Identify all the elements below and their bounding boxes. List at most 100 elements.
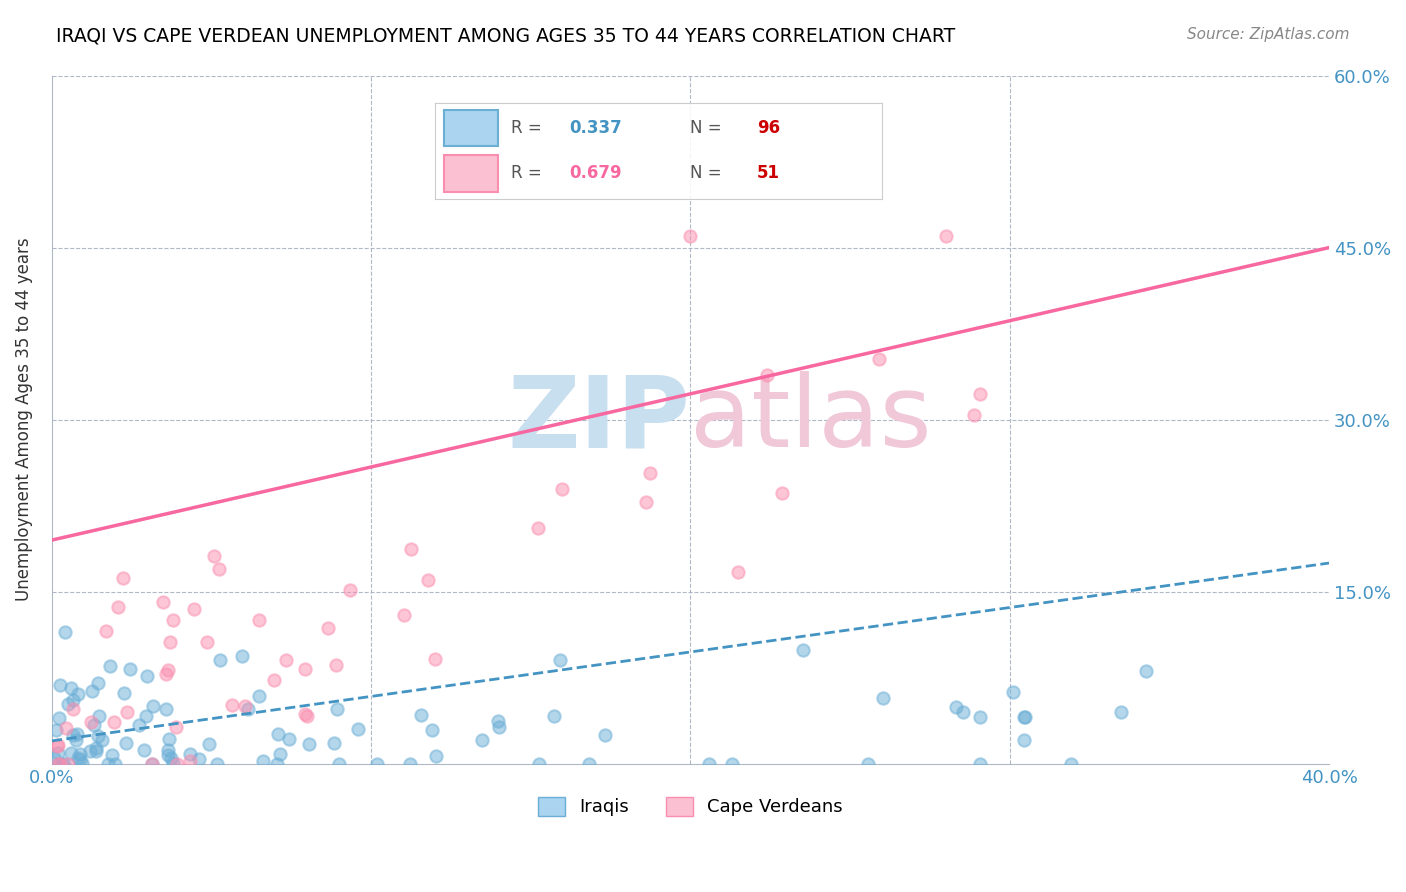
Iraqis — [1012, 733, 1035, 747]
Iraqis — [548, 653, 571, 667]
Cape Verdeans — [969, 387, 991, 401]
Iraqis — [84, 740, 107, 755]
Iraqis — [112, 686, 135, 700]
Iraqis — [267, 727, 290, 741]
Cape Verdeans — [46, 756, 69, 771]
Iraqis — [69, 753, 91, 767]
Cape Verdeans — [162, 613, 184, 627]
Iraqis — [969, 710, 991, 724]
Iraqis — [266, 756, 288, 771]
Cape Verdeans — [339, 582, 361, 597]
Cape Verdeans — [62, 702, 84, 716]
Iraqis — [69, 747, 91, 761]
Iraqis — [179, 747, 201, 761]
Iraqis — [87, 730, 110, 744]
Iraqis — [104, 756, 127, 771]
Cape Verdeans — [294, 662, 316, 676]
Cape Verdeans — [316, 621, 339, 635]
Iraqis — [720, 756, 742, 771]
Iraqis — [1014, 710, 1036, 724]
Iraqis — [100, 747, 122, 762]
Iraqis — [322, 736, 344, 750]
Iraqis — [66, 687, 89, 701]
Iraqis — [157, 747, 180, 762]
Iraqis — [328, 756, 350, 771]
Iraqis — [1135, 665, 1157, 679]
Cape Verdeans — [727, 565, 749, 579]
Cape Verdeans — [221, 698, 243, 713]
Iraqis — [471, 732, 494, 747]
Cape Verdeans — [551, 482, 574, 496]
Cape Verdeans — [56, 756, 79, 771]
Iraqis — [792, 642, 814, 657]
Iraqis — [62, 693, 84, 707]
Iraqis — [155, 702, 177, 716]
Iraqis — [58, 697, 80, 711]
Cape Verdeans — [399, 541, 422, 556]
Iraqis — [1060, 756, 1083, 771]
Iraqis — [46, 746, 69, 760]
Cape Verdeans — [179, 754, 201, 768]
Iraqis — [1012, 710, 1035, 724]
Cape Verdeans — [79, 714, 101, 729]
Iraqis — [269, 747, 291, 762]
Iraqis — [425, 748, 447, 763]
Cape Verdeans — [55, 721, 77, 735]
Iraqis — [1109, 705, 1132, 719]
Iraqis — [59, 681, 82, 696]
Iraqis — [91, 733, 114, 747]
Iraqis — [188, 752, 211, 766]
Iraqis — [527, 756, 550, 771]
Iraqis — [84, 743, 107, 757]
Iraqis — [157, 732, 180, 747]
Iraqis — [89, 709, 111, 723]
Iraqis — [595, 729, 617, 743]
Cape Verdeans — [868, 352, 890, 367]
Cape Verdeans — [233, 699, 256, 714]
Iraqis — [543, 708, 565, 723]
Iraqis — [252, 754, 274, 768]
Iraqis — [132, 743, 155, 757]
Text: atlas: atlas — [690, 371, 932, 468]
Cape Verdeans — [963, 408, 986, 422]
Cape Verdeans — [325, 657, 347, 672]
Iraqis — [1002, 684, 1025, 698]
Cape Verdeans — [294, 707, 316, 722]
Cape Verdeans — [45, 739, 67, 754]
Iraqis — [157, 742, 180, 756]
Iraqis — [298, 737, 321, 751]
Cape Verdeans — [247, 613, 270, 627]
Cape Verdeans — [638, 466, 661, 480]
Iraqis — [969, 756, 991, 771]
Iraqis — [205, 756, 228, 771]
Iraqis — [118, 662, 141, 676]
Cape Verdeans — [115, 706, 138, 720]
Iraqis — [128, 718, 150, 732]
Iraqis — [347, 722, 370, 736]
Cape Verdeans — [416, 574, 439, 588]
Cape Verdeans — [152, 595, 174, 609]
Iraqis — [98, 659, 121, 673]
Iraqis — [160, 751, 183, 765]
Cape Verdeans — [166, 756, 188, 771]
Iraqis — [945, 700, 967, 714]
Iraqis — [198, 737, 221, 751]
Iraqis — [278, 732, 301, 747]
Iraqis — [45, 723, 67, 737]
Cape Verdeans — [112, 571, 135, 585]
Iraqis — [66, 727, 89, 741]
Iraqis — [231, 649, 253, 664]
Iraqis — [51, 756, 73, 771]
Iraqis — [46, 756, 69, 771]
Cape Verdeans — [423, 652, 446, 666]
Cape Verdeans — [103, 715, 125, 730]
Text: Source: ZipAtlas.com: Source: ZipAtlas.com — [1187, 27, 1350, 42]
Iraqis — [420, 723, 443, 737]
Iraqis — [82, 684, 104, 698]
Cape Verdeans — [935, 229, 957, 244]
Cape Verdeans — [156, 663, 179, 677]
Cape Verdeans — [183, 601, 205, 615]
Cape Verdeans — [202, 549, 225, 563]
Text: IRAQI VS CAPE VERDEAN UNEMPLOYMENT AMONG AGES 35 TO 44 YEARS CORRELATION CHART: IRAQI VS CAPE VERDEAN UNEMPLOYMENT AMONG… — [56, 27, 956, 45]
Iraqis — [79, 744, 101, 758]
